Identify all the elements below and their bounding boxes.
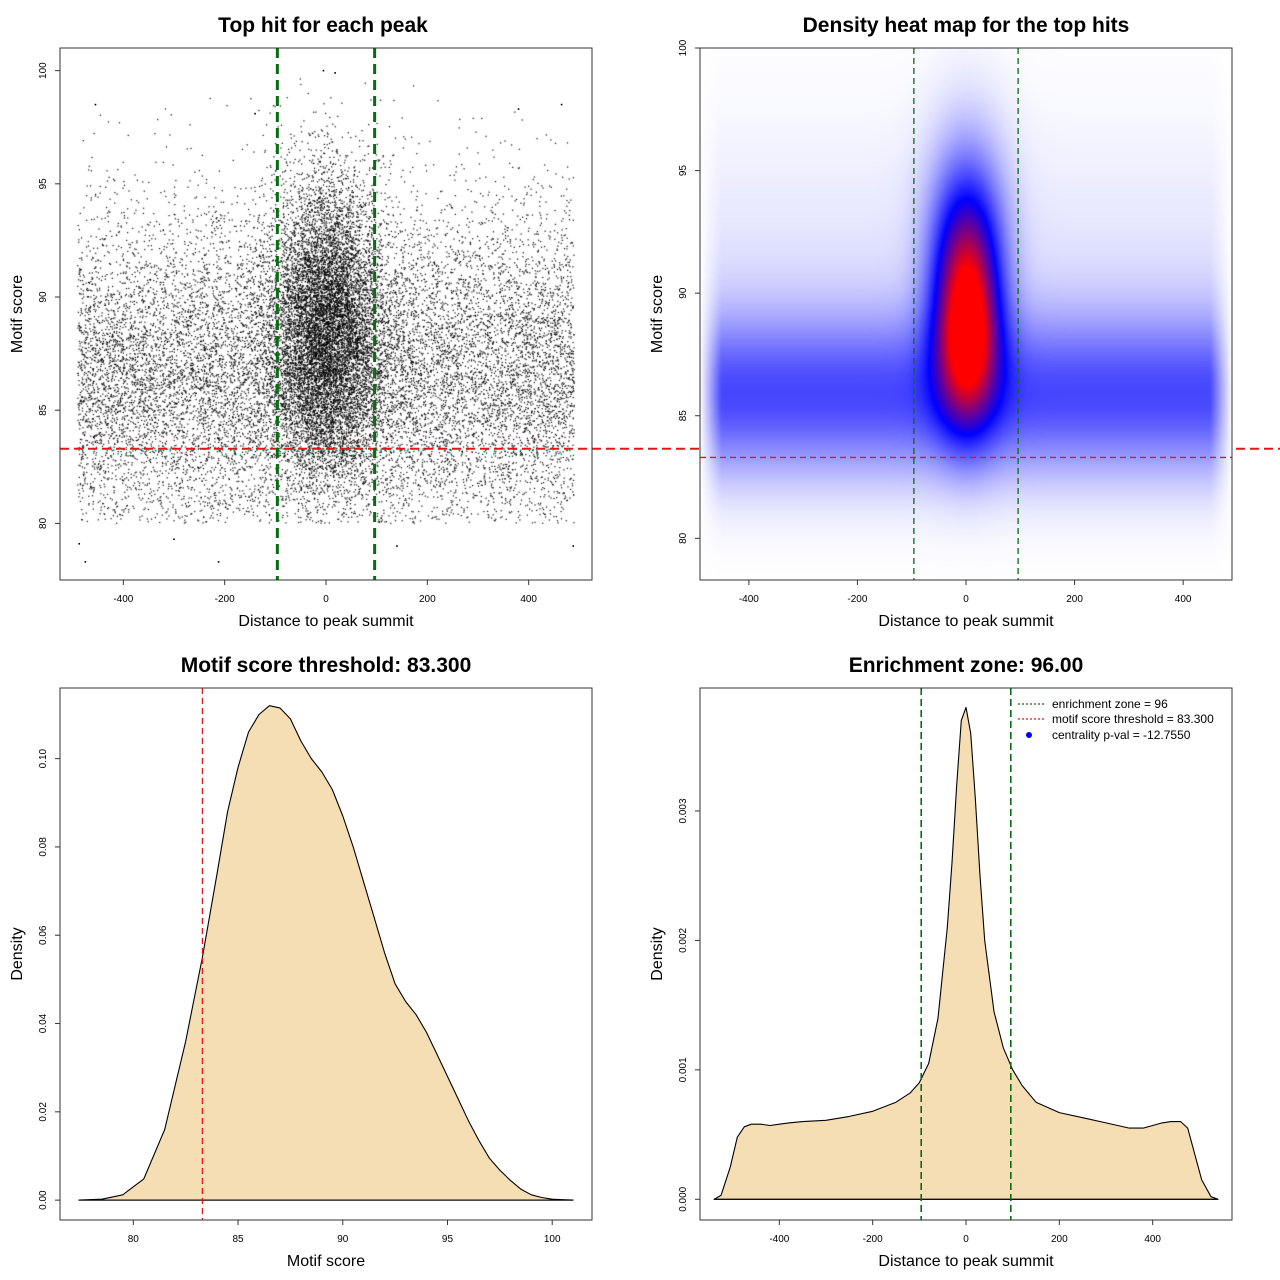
scatter-y-tick-label: 100 [38, 62, 49, 79]
score-density-title: Motif score threshold: 83.300 [181, 654, 472, 677]
distance-density-y-tick-label: 0.000 [678, 1186, 689, 1211]
scatter-point [78, 542, 81, 545]
scatter-y-label: Motif score [9, 275, 26, 353]
scatter-point [396, 545, 398, 547]
distance-density-x-tick-label: 200 [1051, 1234, 1068, 1245]
scatter-y-tick-label: 85 [38, 404, 49, 416]
heatmap-x-tick-label: -400 [739, 594, 759, 605]
heatmap-y-tick-label: 80 [678, 532, 689, 544]
score-density-x-tick-label: 100 [544, 1234, 561, 1245]
score-density-x-tick-label: 95 [442, 1234, 454, 1245]
distance-density-marks [713, 688, 1219, 1220]
distance-density-area [713, 706, 1219, 1200]
scatter-x-tick-label: -200 [215, 594, 235, 605]
legend-threshold-label: motif score threshold = 83.300 [1052, 712, 1214, 726]
scatter-point [322, 69, 325, 72]
score-density-y-tick-label: 0.04 [38, 1013, 49, 1033]
heatmap-x-tick-label: 400 [1175, 594, 1192, 605]
score-density-y-tick-label: 0.06 [38, 925, 49, 945]
scatter-point [517, 108, 520, 110]
scatter-x-tick-label: 400 [520, 594, 537, 605]
distance-density-y-tick-label: 0.002 [678, 927, 689, 952]
scatter-point [94, 103, 97, 106]
distance-density-x-label: Distance to peak summit [878, 1253, 1054, 1270]
scatter-y-tick-label: 90 [38, 291, 49, 303]
score-density-y-tick-label: 0.00 [38, 1190, 49, 1210]
heatmap-y-tick-label: 90 [678, 287, 689, 299]
distance-density-y-label: Density [649, 927, 666, 980]
scatter-axes: -400 -200 0 200 400 80 85 90 95 100 [38, 62, 537, 605]
score-density-x-label: Motif score [287, 1253, 365, 1270]
score-density-axes: 80 85 90 95 100 0.00 0.02 0.04 0.06 0.08 0.10 [38, 748, 561, 1245]
distance-density-y-tick-label: 0.003 [678, 798, 689, 823]
distance-density-y-tick-label: 0.001 [678, 1057, 689, 1082]
distance-density-title: Enrichment zone: 96.00 [849, 654, 1084, 677]
scatter-title: Top hit for each peak [218, 14, 428, 37]
score-density-y-tick-label: 0.10 [38, 748, 49, 768]
legend-zone-label: enrichment zone = 96 [1052, 697, 1168, 711]
scatter-panel: Top hit for each peak -400 -200 0 200 400 80 8… [9, 14, 1280, 630]
heatmap-x-tick-label: 200 [1066, 594, 1083, 605]
distance-density-x-tick-label: 400 [1144, 1234, 1161, 1245]
score-density-x-tick-label: 90 [337, 1234, 349, 1245]
heatmap-marks [700, 48, 1232, 580]
heatmap-density-image [700, 48, 1232, 580]
heatmap-panel: Density heat map for the top hits -400 -2… [649, 14, 1233, 630]
scatter-point [560, 103, 563, 106]
score-density-y-tick-label: 0.08 [38, 837, 49, 857]
distance-density-legend: enrichment zone = 96 motif score thresho… [1018, 697, 1214, 742]
scatter-y-tick-label: 80 [38, 517, 49, 529]
heatmap-x-label: Distance to peak summit [878, 613, 1054, 630]
legend-pval-marker [1026, 732, 1032, 738]
score-density-y-tick-label: 0.02 [38, 1102, 49, 1122]
scatter-point [572, 545, 575, 547]
score-density-x-tick-label: 80 [128, 1234, 140, 1245]
score-density-y-label: Density [9, 927, 26, 980]
scatter-x-tick-label: 200 [419, 594, 436, 605]
scatter-x-label: Distance to peak summit [238, 613, 414, 630]
distance-density-x-tick-label: 0 [963, 1234, 969, 1245]
scatter-x-tick-label: 0 [323, 594, 329, 605]
score-density-marks [78, 688, 574, 1220]
legend-pval-label: centrality p-val = -12.7550 [1052, 728, 1191, 742]
heatmap-title: Density heat map for the top hits [803, 14, 1130, 37]
distance-density-x-tick-label: -400 [769, 1234, 789, 1245]
distance-density-panel: Enrichment zone: 96.00 -400 -200 0 200 400 0.… [649, 654, 1233, 1270]
score-density-x-tick-label: 85 [232, 1234, 244, 1245]
distance-density-axes: -400 -200 0 200 400 0.000 0.001 0.002 0.003 [678, 798, 1161, 1245]
scatter-point [217, 561, 220, 563]
heatmap-axes: -400 -200 0 200 400 80 85 90 95 100 [678, 39, 1192, 605]
heatmap-y-tick-label: 85 [678, 410, 689, 422]
heatmap-x-tick-label: 0 [963, 594, 969, 605]
scatter-x-tick-label: -400 [113, 594, 133, 605]
heatmap-y-tick-label: 95 [678, 165, 689, 177]
scatter-point-cloud [60, 48, 592, 580]
heatmap-y-tick-label: 100 [678, 39, 689, 56]
heatmap-x-tick-label: -200 [847, 594, 867, 605]
scatter-point [334, 72, 336, 74]
score-density-area [78, 705, 574, 1201]
scatter-point [173, 538, 175, 541]
score-density-panel: Motif score threshold: 83.300 80 85 90 95 10… [9, 654, 593, 1270]
scatter-point [84, 561, 87, 563]
score-density-frame [59, 687, 593, 1221]
heatmap-y-label: Motif score [649, 275, 666, 353]
scatter-point [254, 112, 256, 115]
distance-density-x-tick-label: -200 [863, 1234, 883, 1245]
scatter-y-tick-label: 95 [38, 178, 49, 190]
